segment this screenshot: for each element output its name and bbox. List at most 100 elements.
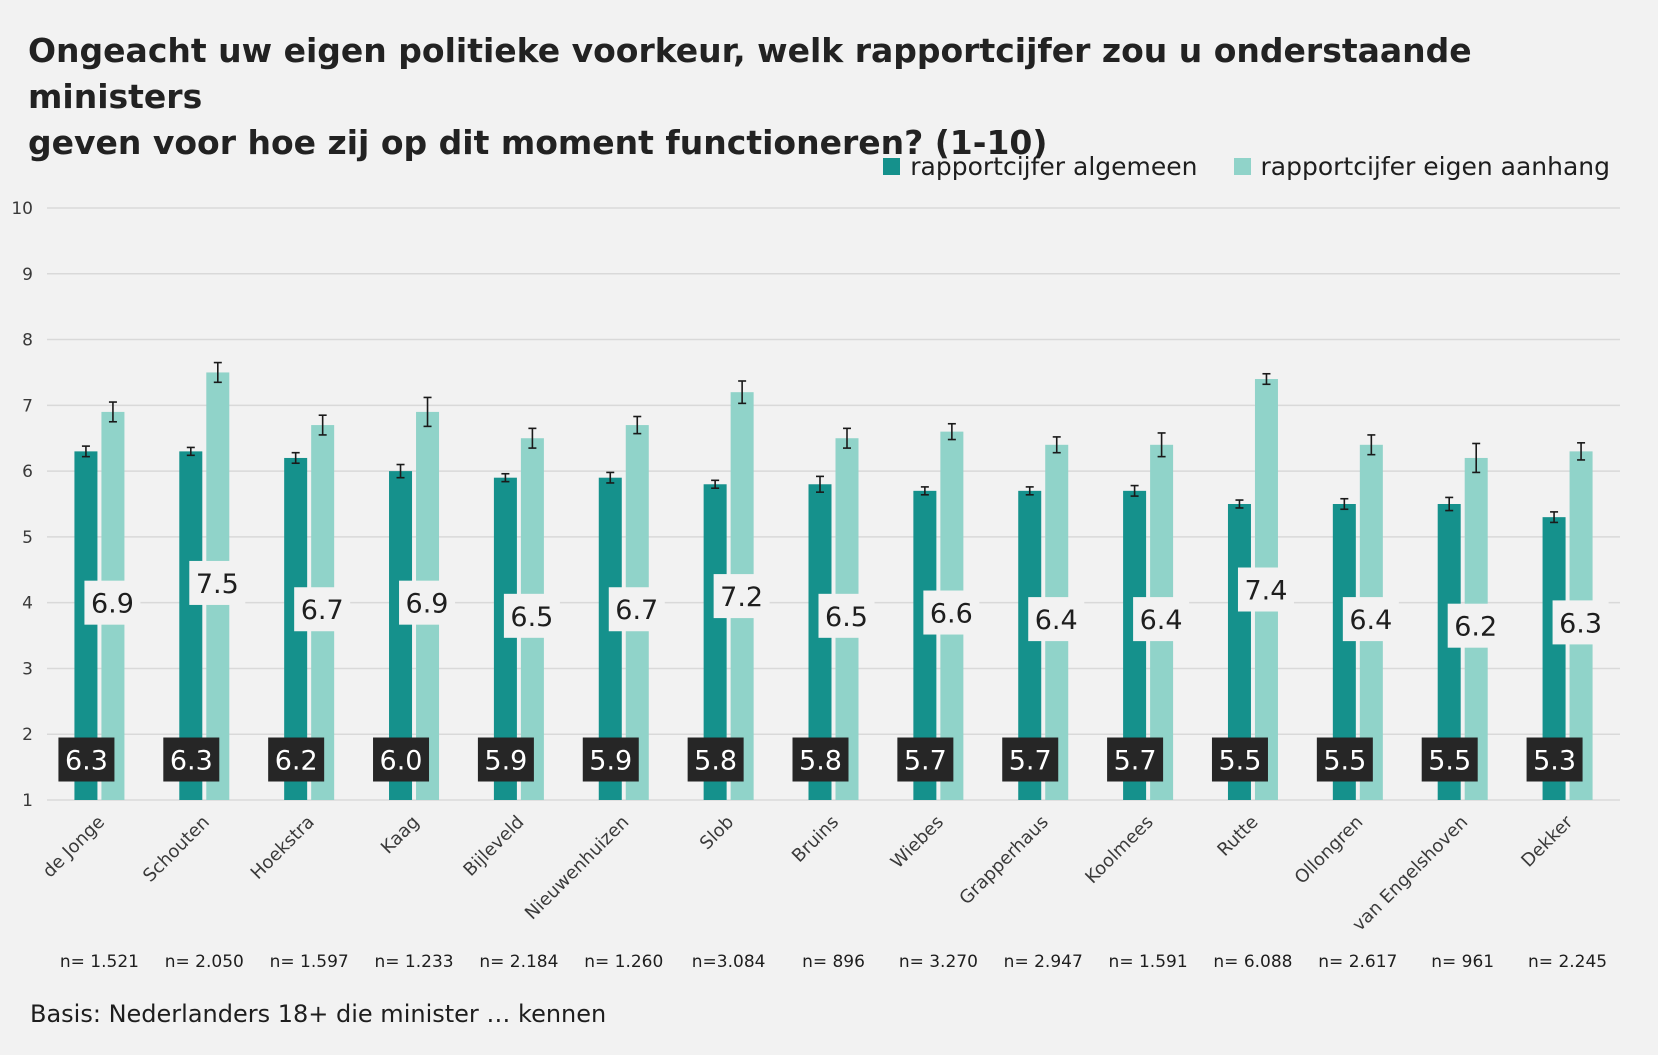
data-label-eigen-aanhang: 6.5 bbox=[825, 602, 868, 633]
data-label-algemeen: 5.5 bbox=[1218, 746, 1261, 777]
x-category-label: Dekker bbox=[1517, 811, 1577, 871]
data-label-box-algemeen bbox=[1526, 737, 1583, 782]
data-label-eigen-aanhang: 6.6 bbox=[930, 599, 973, 630]
sample-size-label: n= 1.521 bbox=[60, 952, 139, 972]
x-category-label: Koolmees bbox=[1081, 812, 1157, 888]
x-category-label: Bijleveld bbox=[459, 812, 528, 881]
data-label-eigen-aanhang: 6.9 bbox=[406, 589, 449, 620]
data-label-box-eigen-aanhang bbox=[1447, 603, 1504, 648]
bar-algemeen bbox=[808, 484, 832, 800]
data-label-box-eigen-aanhang bbox=[1028, 597, 1085, 642]
data-label-algemeen: 5.9 bbox=[484, 746, 527, 777]
bar-algemeen bbox=[1332, 504, 1356, 800]
data-label-algemeen: 5.3 bbox=[1533, 746, 1576, 777]
x-category-label: van Engelshoven bbox=[1348, 812, 1472, 936]
data-label-box-eigen-aanhang bbox=[1342, 597, 1399, 642]
chart-title: Ongeacht uw eigen politieke voorkeur, we… bbox=[28, 28, 1628, 166]
bar-algemeen bbox=[74, 451, 98, 800]
data-label-algemeen: 5.7 bbox=[1009, 746, 1052, 777]
data-label-algemeen: 5.7 bbox=[1114, 746, 1157, 777]
legend-item-eigen-aanhang: rapportcijfer eigen aanhang bbox=[1233, 152, 1611, 181]
x-category-label: Bruins bbox=[788, 812, 843, 867]
data-label-algemeen: 6.3 bbox=[65, 746, 108, 777]
x-category-label: de Jonge bbox=[39, 812, 109, 882]
data-label-box-algemeen bbox=[163, 737, 220, 782]
data-label-eigen-aanhang: 6.4 bbox=[1035, 605, 1078, 636]
legend-swatch-algemeen bbox=[883, 158, 901, 175]
data-label-eigen-aanhang: 7.4 bbox=[1244, 576, 1287, 607]
data-label-box-algemeen bbox=[1107, 737, 1164, 782]
data-label-box-algemeen bbox=[687, 737, 744, 782]
x-category-label: Wiebes bbox=[887, 812, 948, 873]
bar-algemeen bbox=[1018, 490, 1042, 800]
data-label-box-eigen-aanhang bbox=[1552, 600, 1609, 645]
bar-algemeen bbox=[703, 484, 727, 800]
y-tick-label: 1 bbox=[22, 791, 33, 811]
data-label-box-eigen-aanhang bbox=[399, 580, 456, 625]
data-label-algemeen: 5.9 bbox=[589, 746, 632, 777]
sample-size-label: n= 2.184 bbox=[479, 952, 558, 972]
data-label-algemeen: 6.2 bbox=[275, 746, 318, 777]
x-category-label: Kaag bbox=[377, 812, 424, 859]
data-label-box-algemeen bbox=[373, 737, 430, 782]
data-label-box-eigen-aanhang bbox=[189, 560, 246, 605]
y-tick-label: 7 bbox=[22, 396, 33, 416]
data-label-box-eigen-aanhang bbox=[294, 587, 351, 632]
data-label-box-algemeen bbox=[897, 737, 954, 782]
data-label-algemeen: 5.5 bbox=[1323, 746, 1366, 777]
data-label-eigen-aanhang: 6.5 bbox=[510, 602, 553, 633]
x-category-label: Ollongren bbox=[1291, 812, 1368, 889]
bar-algemeen bbox=[179, 451, 203, 800]
sample-size-label: n= 896 bbox=[802, 952, 865, 972]
legend-label-algemeen: rapportcijfer algemeen bbox=[910, 152, 1198, 181]
bar-algemeen bbox=[1542, 517, 1566, 800]
chart-title-line-2: geven voor hoe zij op dit moment functio… bbox=[28, 123, 1048, 162]
legend-swatch-eigen-aanhang bbox=[1233, 158, 1251, 175]
legend-label-eigen-aanhang: rapportcijfer eigen aanhang bbox=[1260, 152, 1611, 181]
y-tick-label: 5 bbox=[22, 528, 33, 548]
data-label-eigen-aanhang: 7.2 bbox=[720, 582, 763, 613]
data-label-box-algemeen bbox=[1421, 737, 1478, 782]
sample-size-label: n= 2.245 bbox=[1528, 952, 1607, 972]
x-category-label: Nieuwenhuizen bbox=[521, 812, 633, 924]
chart-title-line-1: Ongeacht uw eigen politieke voorkeur, we… bbox=[28, 31, 1472, 116]
data-label-eigen-aanhang: 7.5 bbox=[196, 569, 239, 600]
data-label-eigen-aanhang: 6.4 bbox=[1349, 605, 1392, 636]
sample-size-label: n= 2.947 bbox=[1004, 952, 1083, 972]
data-label-algemeen: 5.8 bbox=[694, 746, 737, 777]
data-label-box-eigen-aanhang bbox=[818, 593, 875, 638]
data-label-eigen-aanhang: 6.9 bbox=[91, 589, 134, 620]
bar-algemeen bbox=[493, 477, 517, 800]
y-tick-label: 8 bbox=[22, 331, 33, 351]
sample-size-label: n= 1.260 bbox=[584, 952, 663, 972]
bar-algemeen bbox=[389, 471, 413, 800]
data-label-box-algemeen bbox=[58, 737, 115, 782]
sample-size-label: n= 3.270 bbox=[899, 952, 978, 972]
y-tick-label: 4 bbox=[22, 594, 33, 614]
sample-size-label: n= 2.617 bbox=[1318, 952, 1397, 972]
data-label-eigen-aanhang: 6.4 bbox=[1140, 605, 1183, 636]
bar-algemeen bbox=[913, 490, 937, 800]
data-label-eigen-aanhang: 6.7 bbox=[615, 595, 658, 626]
y-tick-label: 9 bbox=[22, 265, 33, 285]
basis-note: Basis: Nederlanders 18+ die minister … k… bbox=[30, 1000, 607, 1028]
sample-size-label: n= 6.088 bbox=[1213, 952, 1292, 972]
data-label-box-eigen-aanhang bbox=[923, 590, 980, 635]
data-label-algemeen: 5.7 bbox=[904, 746, 947, 777]
data-label-box-eigen-aanhang bbox=[84, 580, 141, 625]
sample-size-label: n=3.084 bbox=[692, 952, 766, 972]
sample-size-label: n= 1.591 bbox=[1109, 952, 1188, 972]
data-label-algemeen: 6.3 bbox=[170, 746, 213, 777]
data-label-algemeen: 5.5 bbox=[1428, 746, 1471, 777]
data-label-box-algemeen bbox=[1211, 737, 1268, 782]
bar-algemeen bbox=[1123, 490, 1147, 800]
sample-size-label: n= 1.597 bbox=[270, 952, 349, 972]
data-label-eigen-aanhang: 6.7 bbox=[301, 595, 344, 626]
y-tick-label: 10 bbox=[11, 199, 33, 219]
bar-algemeen bbox=[1437, 504, 1461, 800]
legend: rapportcijfer algemeen rapportcijfer eig… bbox=[847, 152, 1610, 181]
sample-size-label: n= 1.233 bbox=[374, 952, 453, 972]
data-label-algemeen: 5.8 bbox=[799, 746, 842, 777]
bar-algemeen bbox=[598, 477, 622, 800]
y-tick-label: 2 bbox=[22, 725, 33, 745]
